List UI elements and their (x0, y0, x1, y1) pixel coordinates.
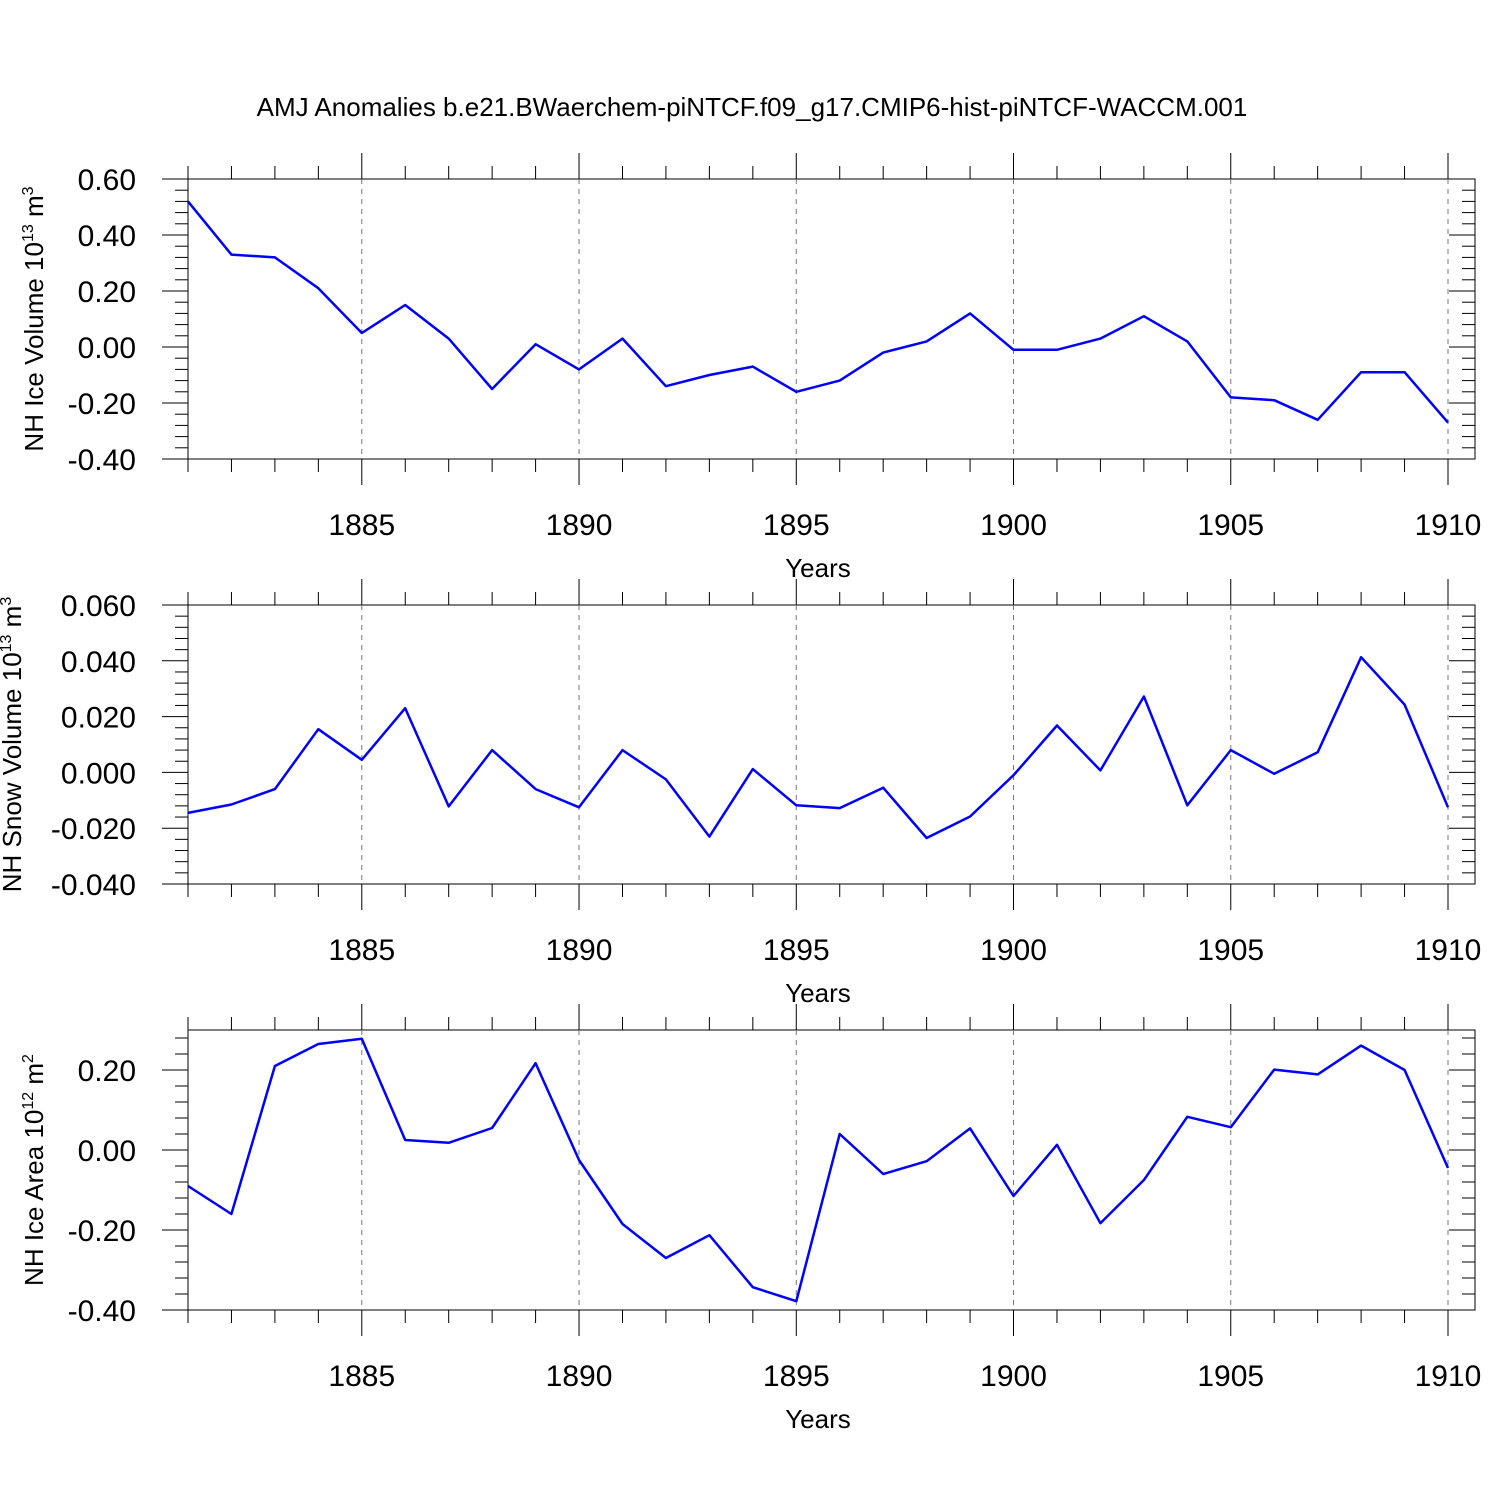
panels: 1885 1890 1895 1900 1905 1910 Years -0.40 -0.20 0… (0, 153, 1481, 1434)
plot-frame (187, 1029, 1476, 1311)
x-tick-label: 1890 (546, 934, 613, 967)
chart-title: AMJ Anomalies b.e21.BWaerchem-piNTCF.f09… (257, 92, 1248, 122)
y-tick-label: -0.20 (68, 388, 136, 421)
panel-3: 1885 1890 1895 1900 1905 1910 Years -0.40 -0.20 0… (19, 1004, 1481, 1434)
panel-1: 1885 1890 1895 1900 1905 1910 Years -0.40 -0.20 0… (19, 153, 1481, 583)
y-tick-label: 0.00 (78, 332, 136, 365)
y-tick-label: -0.020 (51, 813, 136, 846)
x-tick-label: 1910 (1415, 1360, 1482, 1393)
y-tick-label: -0.20 (68, 1215, 136, 1248)
y-tick-label: 0.20 (78, 276, 136, 309)
x-tick-label: 1900 (980, 1360, 1047, 1393)
plot-frame (187, 604, 1476, 885)
x-tick-label: 1885 (328, 934, 395, 967)
x-tick-label: 1905 (1197, 1360, 1264, 1393)
series-line (187, 655, 1450, 840)
y-axis-label: NH Snow Volume 1013 m3 (0, 597, 27, 893)
x-tick-label: 1905 (1197, 509, 1264, 542)
x-tick-label: 1910 (1415, 509, 1482, 542)
panel-2: 1885 1890 1895 1900 1905 1910 Years -0.040 -0.02… (0, 579, 1481, 1008)
x-tick-label: 1895 (763, 509, 830, 542)
y-tick-label: 0.000 (61, 757, 136, 790)
plot-frame (187, 178, 1476, 460)
y-tick-label: 0.20 (78, 1055, 136, 1088)
y-axis-label: NH Ice Area 1012 m2 (19, 1054, 49, 1286)
x-tick-label: 1895 (763, 1360, 830, 1393)
series-line (187, 1037, 1450, 1303)
x-tick-label: 1905 (1197, 934, 1264, 967)
x-tick-label: 1890 (546, 509, 613, 542)
x-tick-label: 1885 (328, 509, 395, 542)
y-tick-label: 0.060 (61, 590, 136, 623)
y-tick-label: 0.40 (78, 220, 136, 253)
y-tick-label: 0.60 (78, 164, 136, 197)
x-tick-label: 1895 (763, 934, 830, 967)
x-tick-label: 1900 (980, 934, 1047, 967)
x-axis-label: Years (785, 1404, 851, 1434)
x-tick-label: 1890 (546, 1360, 613, 1393)
x-tick-label: 1900 (980, 509, 1047, 542)
y-tick-label: 0.00 (78, 1135, 136, 1168)
y-tick-label: -0.40 (68, 1295, 136, 1328)
x-tick-label: 1885 (328, 1360, 395, 1393)
x-tick-label: 1910 (1415, 934, 1482, 967)
y-tick-label: -0.040 (51, 869, 136, 902)
y-tick-label: -0.40 (68, 444, 136, 477)
x-axis-label: Years (785, 553, 851, 583)
series-line (187, 200, 1449, 424)
y-axis-label: NH Ice Volume 1013 m3 (19, 186, 49, 451)
y-tick-label: 0.020 (61, 702, 136, 735)
x-axis-label: Years (785, 978, 851, 1008)
y-tick-label: 0.040 (61, 646, 136, 679)
